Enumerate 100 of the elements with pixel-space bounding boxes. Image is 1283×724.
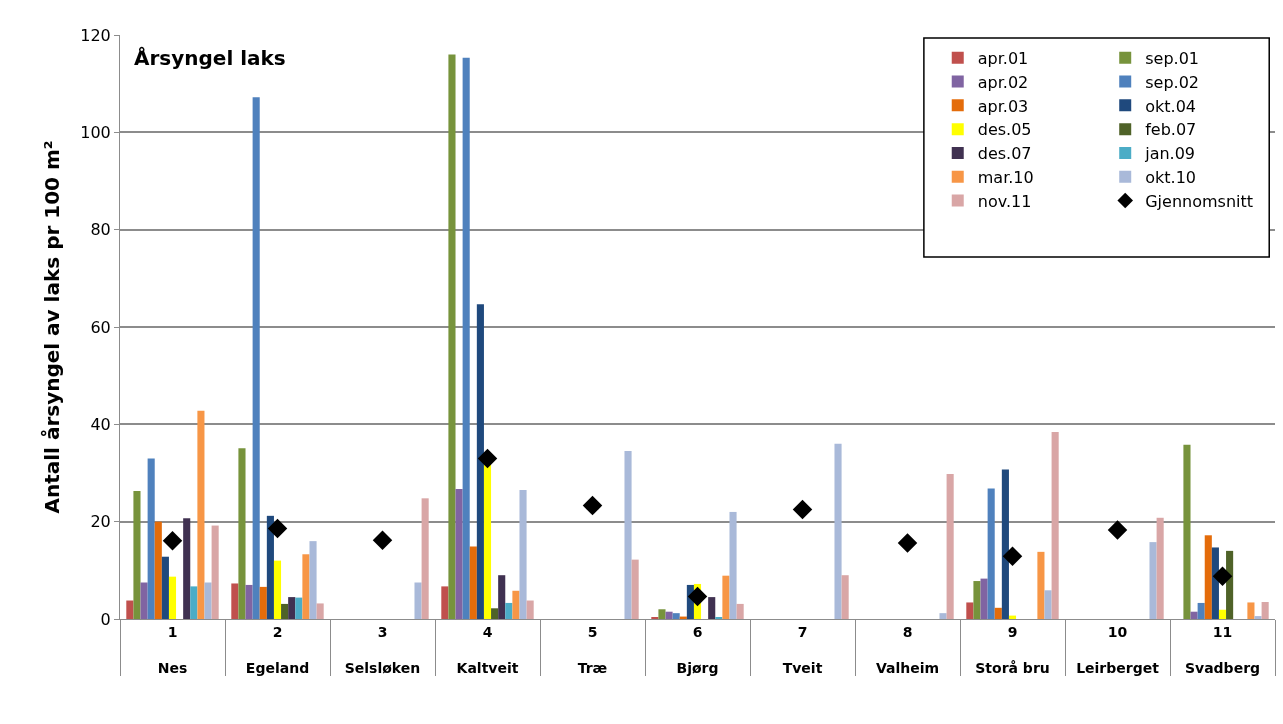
bar [1211, 547, 1219, 619]
bar [491, 608, 499, 619]
bar [204, 582, 212, 619]
bar [483, 463, 492, 619]
legend-label: jan.09 [1144, 144, 1196, 164]
bar [1156, 517, 1164, 619]
bar [987, 488, 995, 619]
category-label: 3 Selsløken [344, 623, 421, 677]
legend-label: apr.02 [977, 72, 1029, 92]
bar [295, 597, 303, 619]
bar [1218, 609, 1227, 619]
category-label: 8 Valheim [875, 623, 940, 677]
category-label: 10 Leirberget [1076, 623, 1159, 677]
bar [126, 600, 134, 619]
bar [1183, 444, 1191, 619]
bar [288, 597, 296, 619]
category-label: 5 Træ [577, 623, 608, 677]
bar [939, 613, 947, 619]
bar [505, 602, 513, 619]
category-label: 7 Tveit [782, 623, 823, 677]
bar [631, 559, 639, 619]
bar [133, 491, 141, 619]
bar [259, 586, 267, 619]
bar [455, 489, 463, 619]
category-label: 9 Storå bru [975, 623, 1050, 677]
bar [281, 603, 289, 619]
bar [245, 584, 253, 619]
bar [1037, 551, 1045, 619]
bar [498, 575, 506, 619]
point [1212, 566, 1233, 586]
bar [519, 490, 527, 619]
bar [834, 443, 842, 619]
bar [309, 541, 317, 619]
bar [414, 582, 422, 619]
point [897, 533, 918, 553]
bar [302, 554, 310, 619]
category-label: 4 Kaltveit [456, 623, 519, 677]
bar [1051, 432, 1059, 619]
category-label: 2 Egeland [245, 623, 310, 677]
bar [183, 518, 191, 619]
bar [441, 586, 449, 619]
legend-label: mar.10 [977, 167, 1034, 187]
bar [448, 54, 456, 619]
bar [154, 521, 162, 619]
bar [526, 600, 534, 619]
bar [140, 582, 148, 619]
y-axis-title: Antall årsyngel av laks pr 100 m² [39, 140, 64, 514]
bar [966, 602, 974, 619]
bar [708, 597, 716, 619]
bar [841, 575, 849, 619]
bar [980, 578, 988, 619]
bar [624, 451, 632, 619]
category-label: 1 Nes [157, 623, 188, 677]
bar [946, 473, 954, 619]
bar [462, 57, 470, 619]
bar [512, 590, 520, 619]
legend-label: apr.03 [977, 96, 1029, 116]
bar [168, 576, 177, 619]
bar [1197, 602, 1205, 619]
point [582, 495, 603, 516]
bar [658, 609, 666, 619]
bar [421, 498, 429, 619]
bar [665, 611, 673, 619]
point [477, 448, 498, 469]
bar [1247, 602, 1255, 619]
legend-label: okt.04 [1145, 96, 1196, 116]
bar [1261, 601, 1269, 619]
bar [1001, 469, 1009, 619]
legend-label: sep.01 [1145, 48, 1199, 68]
bar [316, 603, 324, 619]
point [372, 530, 393, 550]
legend-label: apr.01 [977, 48, 1029, 68]
bar [469, 546, 477, 619]
legend-label: feb.07 [1145, 120, 1197, 140]
bar [190, 586, 198, 619]
y-tick-label: 20 [90, 512, 111, 532]
bar [273, 560, 282, 619]
bar [1044, 590, 1052, 619]
bar [1204, 535, 1212, 619]
bar [211, 525, 219, 619]
bar [231, 583, 239, 619]
point [792, 499, 813, 520]
bar [238, 448, 246, 619]
y-tick-label: 60 [90, 317, 111, 337]
bar [161, 556, 169, 619]
y-tick-label: 80 [90, 220, 111, 240]
point [162, 530, 183, 551]
point [1107, 520, 1128, 540]
bar [973, 581, 981, 619]
legend-label: des.05 [977, 120, 1032, 140]
bar [1254, 616, 1262, 619]
bar [197, 410, 205, 619]
legend-label: des.07 [977, 144, 1032, 164]
legend-label: Gjennomsnitt [1145, 191, 1254, 211]
legend-label: sep.02 [1145, 72, 1199, 92]
category-label: 11 Svadberg [1184, 623, 1261, 677]
legend-label: okt.10 [1145, 167, 1196, 187]
bar [1226, 550, 1234, 619]
category-label: 6 Bjørg [676, 623, 719, 677]
text: Årsyngel laks [134, 46, 286, 70]
